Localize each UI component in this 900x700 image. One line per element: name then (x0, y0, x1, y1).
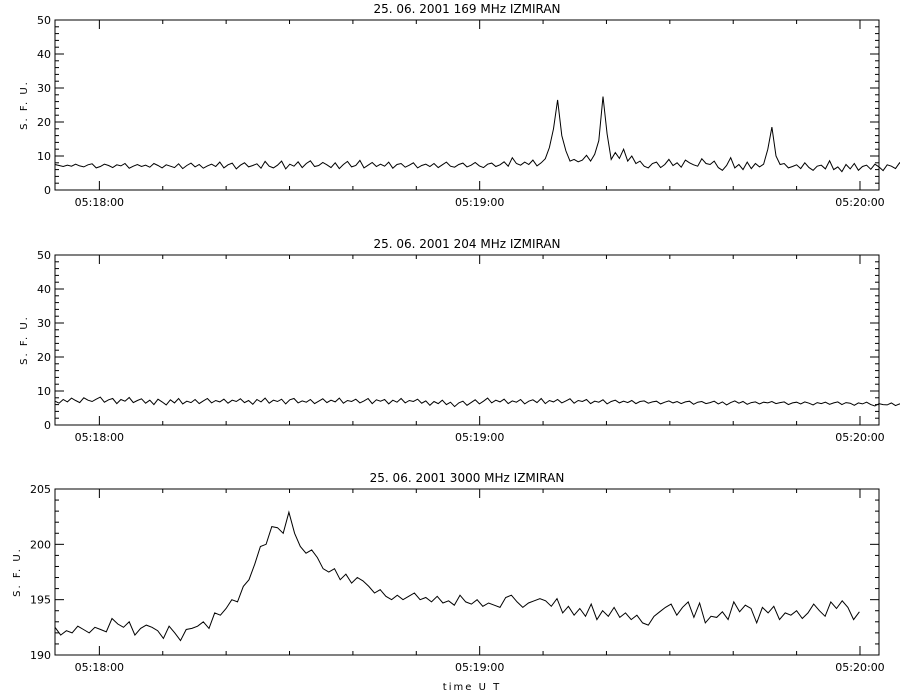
panel-2-y-tick-label: 30 (37, 317, 51, 330)
panel-3-y-tick-label: 190 (30, 649, 51, 662)
panel-1-y-tick-label: 40 (37, 48, 51, 61)
panel-3-y-axis-label: S. F. U. (12, 547, 23, 597)
panel-2-x-tick-label: 05:18:00 (75, 431, 124, 444)
panel-1-x-tick-label: 05:19:00 (455, 196, 504, 209)
panel-1-y-tick-label: 20 (37, 116, 51, 129)
panel-2-plot-frame (54, 254, 880, 426)
x-axis-label: time U T (443, 682, 501, 693)
panel-2-x-tick-label: 05:20:00 (835, 431, 884, 444)
panel-1-series-line (54, 96, 900, 173)
panel-2-y-tick-label: 10 (37, 385, 51, 398)
panel-1-x-tick-label: 05:20:00 (835, 196, 884, 209)
panel-3-chart-title: 25. 06. 2001 3000 MHz IZMIRAN (370, 471, 565, 485)
panel-3-y-tick-label: 205 (30, 483, 51, 496)
panel-2-chart-title: 25. 06. 2001 204 MHz IZMIRAN (373, 237, 560, 251)
panel-2-y-tick-label: 20 (37, 351, 51, 364)
panel-2-y-tick-label: 0 (44, 419, 51, 432)
panel-3-y-tick-label: 200 (30, 538, 51, 551)
panel-2-y-tick-label: 40 (37, 283, 51, 296)
panel-3-series-line (54, 510, 860, 642)
panel-3-x-tick-label: 05:18:00 (75, 661, 124, 674)
panel-2-y-axis-label: S. F. U. (19, 315, 30, 365)
panel-1-plot-frame (54, 19, 880, 191)
panel-2-y-tick-label: 50 (37, 249, 51, 262)
panel-3-x-tick-label: 05:20:00 (835, 661, 884, 674)
panel-1-x-tick-label: 05:18:00 (75, 196, 124, 209)
panel-2-x-tick-label: 05:19:00 (455, 431, 504, 444)
panel-2-series-line (54, 396, 900, 408)
panel-1-y-tick-label: 50 (37, 14, 51, 27)
panel-3-x-tick-label: 05:19:00 (455, 661, 504, 674)
panel-1-y-axis-label: S. F. U. (19, 80, 30, 130)
panel-1-y-tick-label: 0 (44, 184, 51, 197)
panel-3-y-tick-label: 195 (30, 594, 51, 607)
panel-3-plot-frame (54, 488, 880, 656)
panel-1-y-tick-label: 30 (37, 82, 51, 95)
panel-1-chart-title: 25. 06. 2001 169 MHz IZMIRAN (373, 2, 560, 16)
panel-1-y-tick-label: 10 (37, 150, 51, 163)
